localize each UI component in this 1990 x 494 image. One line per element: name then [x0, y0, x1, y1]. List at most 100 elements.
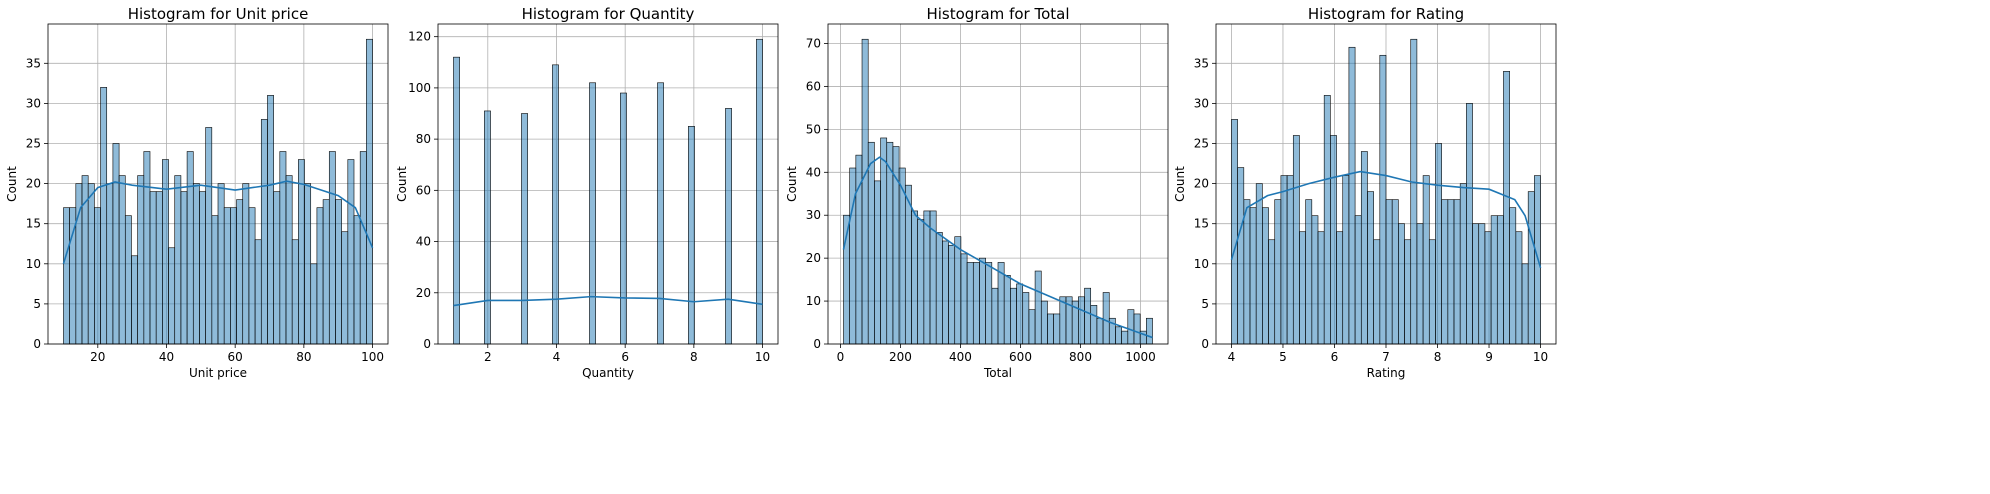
bar [335, 199, 342, 345]
bar [991, 287, 999, 345]
x-tick-label: 8 [1434, 350, 1442, 364]
bar [1490, 215, 1498, 345]
bar [1262, 207, 1269, 345]
bar [552, 64, 559, 345]
bar [1367, 191, 1374, 345]
bar [1391, 199, 1399, 345]
y-tick-label: 30 [1194, 96, 1209, 110]
bar [453, 56, 460, 345]
bar [248, 207, 256, 345]
bar [217, 183, 225, 345]
bar [359, 151, 367, 345]
bar [725, 108, 732, 345]
bar [979, 257, 986, 345]
bar [186, 151, 194, 345]
bar [1305, 199, 1313, 345]
bar [236, 199, 244, 345]
bar [1311, 215, 1319, 345]
bar [298, 159, 305, 345]
bar [1274, 199, 1282, 345]
bar [1102, 292, 1110, 345]
bar [1237, 167, 1245, 345]
x-axis-label: Rating [1367, 366, 1406, 380]
bar [1127, 309, 1135, 345]
kde-line [62, 180, 374, 265]
bar [1521, 263, 1529, 345]
x-tick-label: 7 [1382, 350, 1390, 364]
y-axis-label: Count [1173, 166, 1187, 202]
bar [279, 151, 287, 345]
bar [1447, 199, 1455, 345]
bar [1133, 313, 1141, 345]
x-tick-label: 10 [1533, 350, 1548, 364]
x-tick-label: 4 [1228, 350, 1236, 364]
bar [1484, 231, 1492, 345]
x-tick-label: 6 [621, 350, 629, 364]
bar [1435, 143, 1442, 345]
y-axis-label: Count [5, 166, 19, 202]
bar [880, 137, 888, 345]
bar [1121, 330, 1129, 345]
chart-title: Histogram for Total [926, 5, 1069, 23]
x-axis-label: Unit price [189, 366, 247, 380]
bar [1416, 223, 1424, 345]
bar [1428, 239, 1436, 345]
x-tick-label: 9 [1485, 350, 1493, 364]
bar [267, 95, 274, 345]
bar [1385, 199, 1393, 345]
bar [1348, 46, 1356, 345]
bar [1255, 183, 1263, 345]
bar [1231, 119, 1238, 345]
bar [1090, 305, 1098, 345]
bar [1342, 175, 1350, 345]
y-tick-label: 35 [26, 56, 41, 70]
bar [1472, 223, 1480, 345]
bar [484, 110, 491, 345]
y-axis-label: Count [395, 166, 409, 202]
y-tick-label: 15 [26, 217, 41, 231]
bar [124, 215, 132, 345]
bar [1354, 215, 1362, 345]
bar [756, 38, 763, 345]
bar [1022, 292, 1030, 345]
bar [199, 191, 206, 345]
y-tick-label: 70 [806, 37, 821, 51]
bar [521, 113, 528, 345]
bar [1410, 38, 1418, 345]
bar [322, 199, 330, 345]
y-tick-label: 0 [813, 337, 821, 351]
bar [1053, 313, 1061, 345]
y-tick-label: 0 [33, 337, 41, 351]
bar [211, 215, 219, 345]
bar [1466, 103, 1473, 345]
bar [1040, 300, 1048, 345]
bar [1034, 270, 1042, 345]
bar [923, 210, 931, 345]
x-tick-label: 80 [296, 350, 311, 364]
x-tick-label: 100 [361, 350, 384, 364]
bar [1249, 207, 1257, 345]
bar [1016, 283, 1024, 345]
bar [149, 191, 157, 345]
x-tick-label: 200 [889, 350, 912, 364]
bar [63, 207, 70, 345]
bar [1084, 287, 1092, 345]
y-tick-label: 20 [1194, 177, 1209, 191]
x-tick-label: 400 [949, 350, 972, 364]
y-tick-label: 10 [806, 294, 821, 308]
bar [192, 183, 200, 345]
y-tick-label: 60 [806, 79, 821, 93]
bar [304, 183, 312, 345]
bar [1398, 223, 1405, 345]
y-tick-label: 5 [1201, 297, 1209, 311]
kde-line [453, 295, 763, 307]
y-tick-label: 10 [26, 257, 41, 271]
bar [87, 183, 95, 345]
bar [589, 82, 596, 345]
bar [948, 244, 956, 345]
bar [874, 180, 881, 345]
kde-line [1230, 170, 1542, 269]
bar [1003, 275, 1011, 345]
y-tick-label: 15 [1194, 217, 1209, 231]
